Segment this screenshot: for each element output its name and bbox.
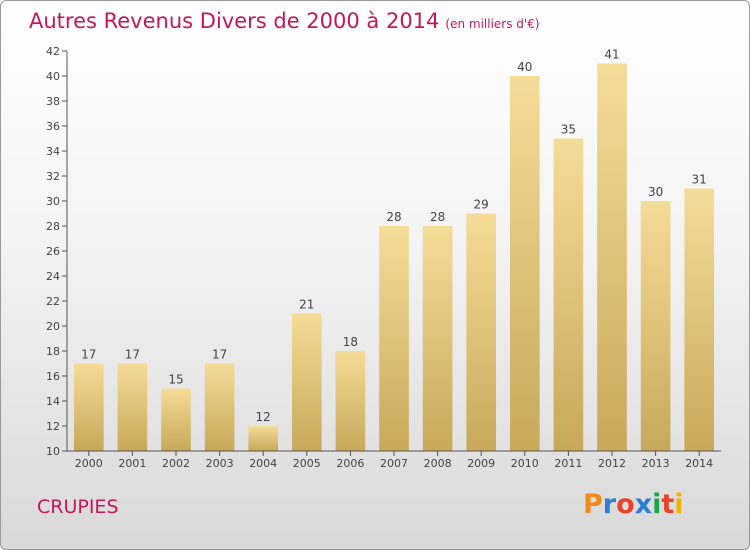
bar-value-label: 41 xyxy=(604,48,619,62)
bar xyxy=(117,363,148,451)
bar-value-label: 17 xyxy=(125,348,140,362)
x-tick-label: 2006 xyxy=(336,457,364,470)
logo-letter: P xyxy=(583,489,603,520)
title-text: Autres Revenus Divers de 2000 à 2014 xyxy=(29,9,440,33)
bar xyxy=(422,226,453,451)
bar xyxy=(335,351,366,451)
bars: 17 17 15 17 12 21 18 28 28 29 40 35 41 30 31 xyxy=(73,48,715,451)
logo-letter: i xyxy=(652,489,662,520)
logo-letter: i xyxy=(674,489,684,520)
bar-value-label: 15 xyxy=(168,373,183,387)
title-unit: (en milliers d'€) xyxy=(445,17,540,31)
y-tick-label: 32 xyxy=(46,170,60,183)
x-tick-label: 2005 xyxy=(293,457,321,470)
bar xyxy=(248,426,279,451)
bar-value-label: 28 xyxy=(430,210,445,224)
y-tick-label: 16 xyxy=(46,370,60,383)
y-axis: 10 12 14 16 18 20 22 24 26 28 30 32 34 36 38 40 42 xyxy=(46,45,68,458)
y-tick-label: 30 xyxy=(46,195,60,208)
x-tick-label: 2009 xyxy=(467,457,495,470)
x-tick-label: 2001 xyxy=(118,457,146,470)
bar-value-label: 40 xyxy=(517,60,532,74)
y-tick-label: 22 xyxy=(46,295,60,308)
bar xyxy=(73,363,104,451)
bar-value-label: 21 xyxy=(299,298,314,312)
logo-letter: o xyxy=(616,489,635,520)
y-tick-label: 36 xyxy=(46,120,60,133)
y-tick-label: 26 xyxy=(46,245,60,258)
y-tick-label: 18 xyxy=(46,345,60,358)
x-tick-label: 2014 xyxy=(685,457,713,470)
chart-title: Autres Revenus Divers de 2000 à 2014 (en … xyxy=(29,9,540,33)
bar xyxy=(553,138,584,451)
x-tick-label: 2003 xyxy=(206,457,234,470)
bar xyxy=(161,388,191,451)
logo-letter: r xyxy=(602,489,617,520)
bar-value-label: 30 xyxy=(648,185,663,199)
y-tick-label: 28 xyxy=(46,220,60,233)
x-tick-label: 2000 xyxy=(75,457,103,470)
bar xyxy=(291,313,322,451)
x-tick-label: 2004 xyxy=(249,457,277,470)
x-tick-label: 2008 xyxy=(424,457,452,470)
bar-value-label: 17 xyxy=(212,348,227,362)
bar xyxy=(597,63,627,451)
commune-name: CRUPIES xyxy=(37,496,119,518)
x-tick-label: 2010 xyxy=(511,457,539,470)
logo-letter: t xyxy=(661,489,675,520)
y-tick-label: 40 xyxy=(46,70,60,83)
bar xyxy=(466,213,497,451)
x-tick-label: 2013 xyxy=(642,457,670,470)
bar-value-label: 12 xyxy=(256,410,271,424)
bar-value-label: 35 xyxy=(561,123,576,137)
y-tick-label: 42 xyxy=(46,45,60,58)
y-tick-label: 10 xyxy=(46,445,60,458)
y-tick-label: 38 xyxy=(46,95,60,108)
x-axis: 2000 2001 2002 2003 2004 2005 2006 2007 2008 2009… xyxy=(67,450,721,470)
y-tick-label: 24 xyxy=(46,270,60,283)
x-tick-label: 2011 xyxy=(554,457,582,470)
bar-value-label: 17 xyxy=(81,348,96,362)
x-tick-label: 2007 xyxy=(380,457,408,470)
bar-value-label: 28 xyxy=(386,210,401,224)
y-tick-label: 34 xyxy=(46,145,60,158)
bar xyxy=(204,363,235,451)
bar-value-label: 31 xyxy=(692,173,707,187)
bar xyxy=(684,188,715,451)
proxiti-logo[interactable]: Proxiti xyxy=(583,489,684,520)
bar xyxy=(509,76,540,451)
y-tick-label: 12 xyxy=(46,420,60,433)
bar-value-label: 29 xyxy=(474,198,489,212)
bar xyxy=(379,226,409,451)
bar-value-label: 18 xyxy=(343,335,358,349)
x-tick-label: 2012 xyxy=(598,457,626,470)
y-tick-label: 14 xyxy=(46,395,60,408)
logo-letter: x xyxy=(634,489,653,520)
y-tick-label: 20 xyxy=(46,320,60,333)
x-tick-label: 2002 xyxy=(162,457,190,470)
bar xyxy=(640,201,671,451)
